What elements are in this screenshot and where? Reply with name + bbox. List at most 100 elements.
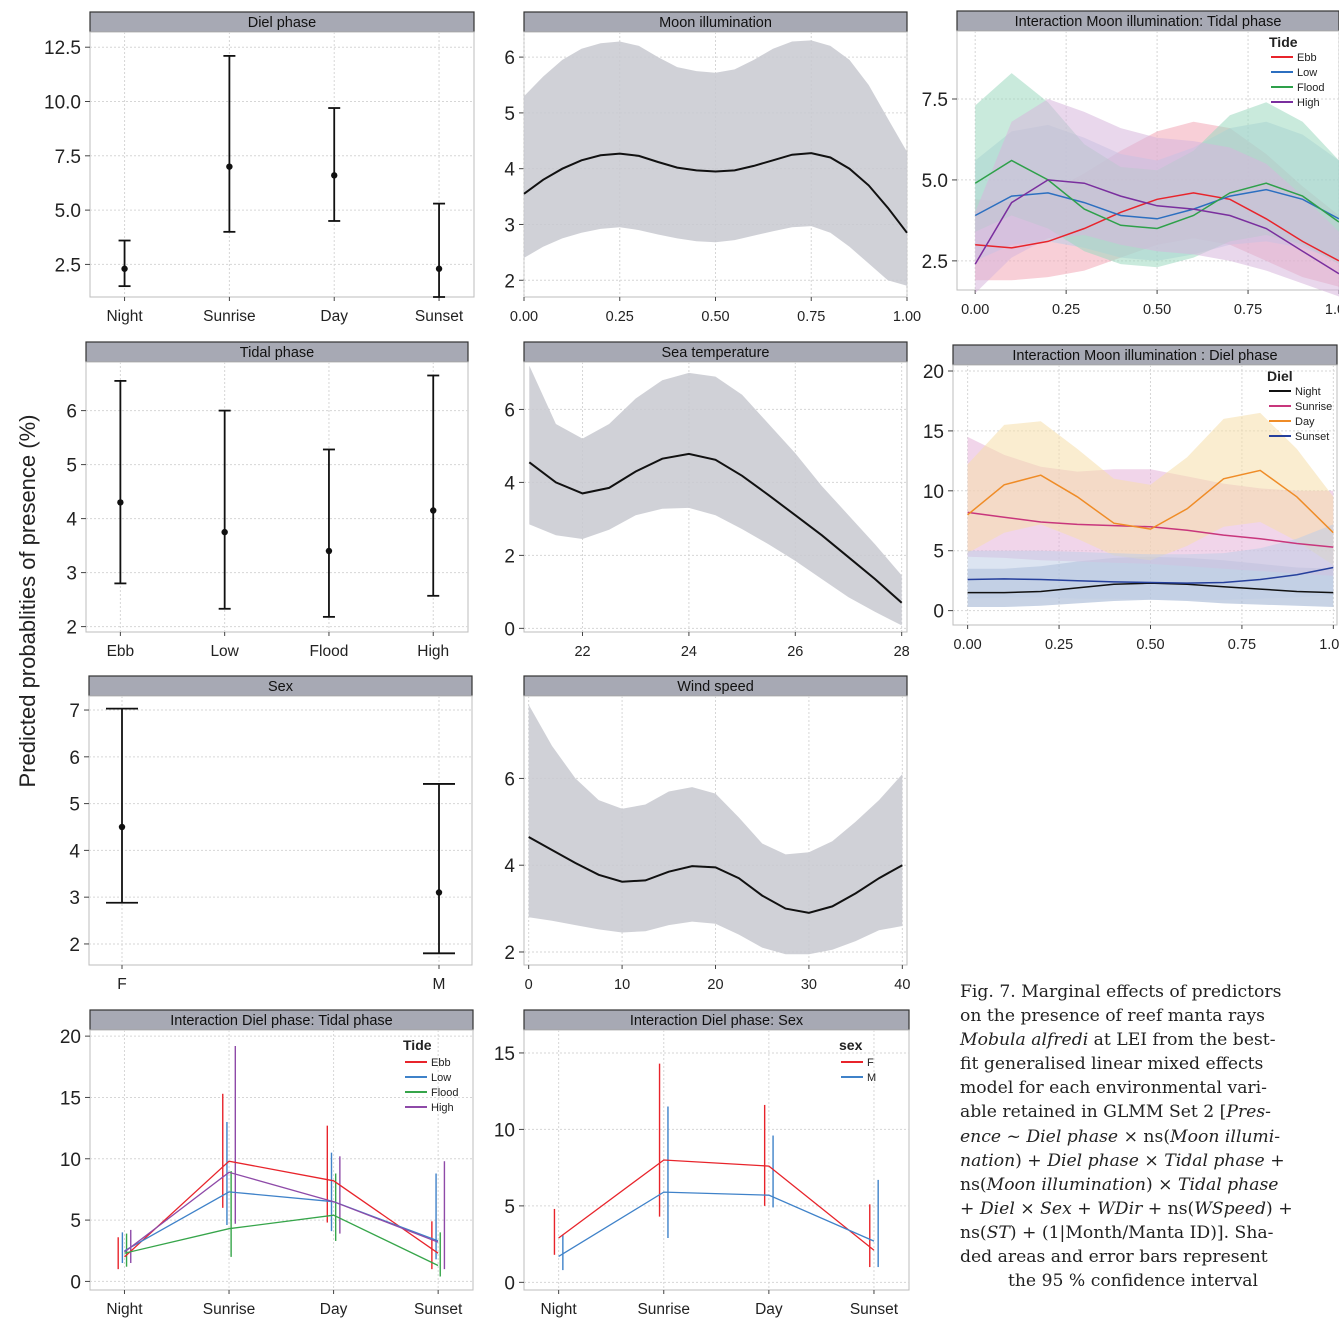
x-tick-label: 0: [525, 977, 533, 993]
y-tick-label: 0: [933, 602, 944, 623]
y-tick-label: 15: [60, 1088, 81, 1109]
x-tick-label: 0.25: [1052, 302, 1080, 318]
y-tick-label: 6: [66, 402, 77, 423]
legend-label: Sunrise: [1295, 401, 1332, 413]
ci-band: [528, 704, 903, 955]
panel-title: Interaction Moon illumination: Tidal pha…: [1015, 14, 1282, 30]
legend-label: Flood: [1297, 82, 1325, 94]
data-point: [121, 265, 128, 272]
series-line: [974, 188, 1339, 220]
y-tick-label: 5: [504, 1197, 515, 1218]
y-tick-label: 12.5: [44, 38, 81, 59]
y-tick-label: 10: [494, 1120, 515, 1141]
y-tick-label: 2: [504, 271, 515, 292]
x-tick-label: Sunrise: [203, 1301, 256, 1318]
legend-label: High: [1297, 97, 1320, 109]
x-tick-label: 28: [894, 644, 910, 660]
y-tick-label: 5: [933, 542, 944, 563]
ci-band: [529, 365, 902, 626]
fit-line: [523, 152, 908, 234]
y-tick-label: 3: [504, 215, 515, 236]
fit-line: [528, 836, 903, 914]
panel-intdieltide: Interaction Diel phase: Tidal phase 0 5 10 1…: [60, 1009, 474, 1318]
legend-label: Ebb: [431, 1057, 451, 1069]
panel-tidal: Tidal phase 2 3 4 5 6 Ebb Low Flood High: [66, 341, 469, 660]
panel-title: Sea temperature: [661, 345, 769, 361]
x-tick-label: Sunset: [414, 1301, 463, 1318]
data-point: [221, 528, 228, 536]
y-tick-label: 6: [69, 748, 80, 769]
caption-line: + Diel × Sex + WDir + ns(WSpeed) +: [960, 1198, 1293, 1219]
series-line: [124, 1214, 439, 1267]
legend-title: sex: [839, 1037, 863, 1053]
series-line: [124, 1171, 439, 1253]
data-point: [430, 507, 437, 514]
caption-line: ns(ST) + (1|Month/Manta ID)]. Sha-: [960, 1222, 1274, 1243]
x-tick-label: Sunrise: [637, 1301, 690, 1318]
y-tick-label: 20: [60, 1027, 81, 1048]
caption-line: able retained in GLMM Set 2 [Pres-: [960, 1102, 1271, 1123]
panel-moon: Moon illumination 2 3 4 5 6 0.00 0.25 0.50 0.75 1.…: [504, 11, 921, 325]
legend-label: F: [867, 1057, 874, 1069]
panel-diel: Diel phase 2.5 5.0 7.5 10.0 12.5 Night Sunrise D…: [44, 11, 475, 325]
x-tick-label: 1.00: [1319, 637, 1339, 653]
plot-area: [85, 361, 469, 633]
x-tick-label: F: [117, 976, 126, 993]
x-tick-label: 0.00: [954, 637, 982, 653]
x-tick-label: Night: [541, 1301, 578, 1318]
ci-band: [975, 99, 1339, 297]
series-line: [558, 1191, 875, 1257]
y-tick-label: 2: [504, 943, 515, 964]
x-tick-label: 1.00: [1325, 302, 1339, 318]
y-tick-label: 3: [66, 564, 77, 585]
panel-title: Interaction Diel phase: Sex: [630, 1013, 804, 1029]
y-tick-label: 5: [66, 456, 77, 477]
y-tick-label: 4: [69, 841, 80, 862]
y-tick-label: 10.0: [44, 93, 81, 114]
y-tick-label: 5: [70, 1211, 81, 1232]
ci-band: [524, 40, 907, 286]
x-tick-label: 22: [574, 644, 590, 660]
legend-title: Tide: [1269, 34, 1298, 50]
legend-label: High: [431, 1102, 454, 1114]
x-tick-label: 0.50: [701, 309, 729, 325]
y-tick-label: 0: [504, 1273, 515, 1294]
x-tick-label: 0.75: [797, 309, 825, 325]
x-tick-label: 24: [681, 644, 697, 660]
x-tick-label: Sunset: [415, 308, 464, 325]
data-point: [118, 823, 126, 831]
y-tick-label: 20: [923, 362, 944, 383]
panel-intmoondiel: Interaction Moon illumination : Diel pha…: [923, 344, 1339, 653]
panel-wind: Wind speed 2 4 6 0 10 20 30 40: [504, 675, 910, 993]
series-line: [124, 1160, 439, 1258]
x-tick-label: Night: [106, 1301, 143, 1318]
x-tick-label: 0.25: [1045, 637, 1073, 653]
plot-area: [88, 695, 473, 966]
fit-line: [528, 452, 903, 604]
legend-title: Diel: [1267, 368, 1293, 384]
legend-label: Sunset: [1295, 431, 1329, 443]
legend-label: M: [867, 1072, 876, 1084]
series-line: [967, 511, 1334, 548]
y-tick-label: 10: [60, 1150, 81, 1171]
x-tick-label: Night: [106, 308, 143, 325]
caption-line: Fig. 7. Marginal effects of predictors: [960, 982, 1282, 1002]
y-tick-label: 6: [504, 48, 515, 69]
legend-label: Low: [1297, 67, 1317, 79]
caption-line: ns(Moon illumination) × Tidal phase: [960, 1174, 1279, 1195]
panel-title: Diel phase: [248, 15, 317, 31]
plot-area: [89, 31, 475, 298]
panel-title: Tidal phase: [240, 345, 314, 361]
caption-line: the 95 % confidence interval: [1007, 1271, 1259, 1292]
y-tick-label: 4: [504, 856, 515, 877]
series-line: [974, 179, 1339, 275]
y-tick-label: 2.5: [55, 255, 81, 276]
y-tick-label: 5: [504, 104, 515, 125]
y-tick-label: 5.0: [55, 201, 81, 222]
series-line: [975, 192, 1339, 262]
legend-title: Tide: [403, 1037, 432, 1053]
x-tick-label: 0.00: [961, 302, 989, 318]
x-tick-label: Day: [320, 1301, 348, 1318]
ci-band: [967, 412, 1334, 566]
